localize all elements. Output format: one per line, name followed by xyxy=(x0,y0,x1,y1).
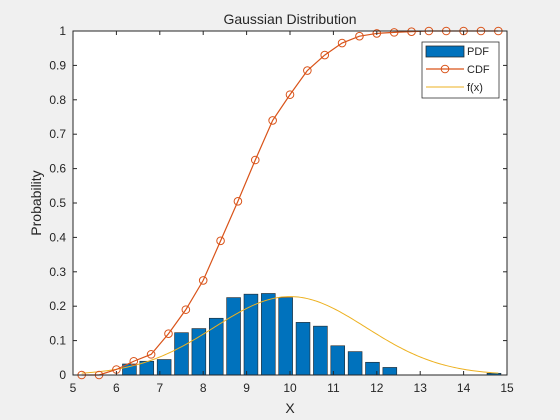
legend-fx-label: f(x) xyxy=(467,82,483,94)
pdf-bar xyxy=(295,322,311,376)
cdf-point xyxy=(233,196,243,206)
cdf-point xyxy=(268,116,277,125)
legend-pdf-swatch xyxy=(425,45,465,58)
pdf-bar xyxy=(208,317,224,376)
legend-cdf-marker xyxy=(440,64,450,74)
cdf-point xyxy=(181,305,191,314)
cdf-point xyxy=(146,350,156,359)
x-tick-label: 15 xyxy=(500,381,514,395)
pdf-bar xyxy=(156,359,172,376)
pdf-bars xyxy=(122,293,502,376)
x-tick-label: 6 xyxy=(113,381,120,395)
cdf-point xyxy=(372,29,382,38)
x-tick-label: 8 xyxy=(200,381,207,395)
legend-cdf-label: CDF xyxy=(467,64,490,76)
pdf-bar xyxy=(191,328,207,376)
y-tick-label: 0.5 xyxy=(49,196,66,210)
y-tick-label: 0.8 xyxy=(49,93,66,107)
cdf-point xyxy=(355,31,364,41)
pdf-bar xyxy=(313,325,328,376)
legend: PDF CDF f(x) xyxy=(421,41,500,99)
legend-pdf-label: PDF xyxy=(467,46,489,58)
cdf-point xyxy=(129,356,139,366)
pdf-bar xyxy=(226,297,241,376)
x-tick-label: 13 xyxy=(414,381,428,395)
chart-title: Gaussian Distribution xyxy=(223,11,356,27)
cdf-point xyxy=(285,90,295,99)
cdf-point xyxy=(164,329,173,339)
x-axis-label: X xyxy=(285,400,295,416)
pdf-bar xyxy=(347,351,363,376)
y-axis: 0 0.1 0.2 0.3 0.4 0.5 0.6 0.7 0.8 0.9 1 xyxy=(49,24,507,382)
y-tick-label: 0 xyxy=(59,368,66,382)
pdf-bar xyxy=(261,293,276,376)
x-tick-label: 11 xyxy=(327,381,340,395)
y-tick-label: 0.1 xyxy=(49,334,66,348)
y-tick-label: 0.7 xyxy=(49,127,66,141)
pdf-bar xyxy=(382,367,398,376)
cdf-point xyxy=(303,66,312,75)
x-axis: 5 6 7 8 9 10 11 12 13 14 15 xyxy=(70,31,514,395)
pdf-bar xyxy=(278,297,293,376)
pdf-bar xyxy=(365,361,380,376)
y-tick-label: 1 xyxy=(59,24,66,38)
y-tick-label: 0.4 xyxy=(49,230,66,244)
cdf-point xyxy=(389,28,399,37)
x-tick-label: 9 xyxy=(243,381,250,395)
y-tick-label: 0.2 xyxy=(49,299,66,313)
cdf-point xyxy=(337,38,347,48)
cdf-point xyxy=(216,236,225,246)
y-tick-label: 0.9 xyxy=(49,58,66,72)
y-axis-label: Probability xyxy=(28,170,44,235)
pdf-bar xyxy=(330,345,345,376)
y-tick-label: 0.3 xyxy=(49,265,66,279)
cdf-point xyxy=(320,50,330,60)
x-tick-label: 14 xyxy=(457,381,471,395)
cdf-point xyxy=(250,155,260,165)
fx-curve xyxy=(81,296,499,374)
x-tick-label: 12 xyxy=(370,381,384,395)
x-tick-label: 7 xyxy=(156,381,163,395)
x-tick-label: 5 xyxy=(70,381,77,395)
x-tick-label: 10 xyxy=(283,381,297,395)
pdf-bar xyxy=(174,332,189,376)
cdf-point xyxy=(198,276,208,285)
y-tick-label: 0.6 xyxy=(49,162,66,176)
cdf-point xyxy=(407,27,416,36)
